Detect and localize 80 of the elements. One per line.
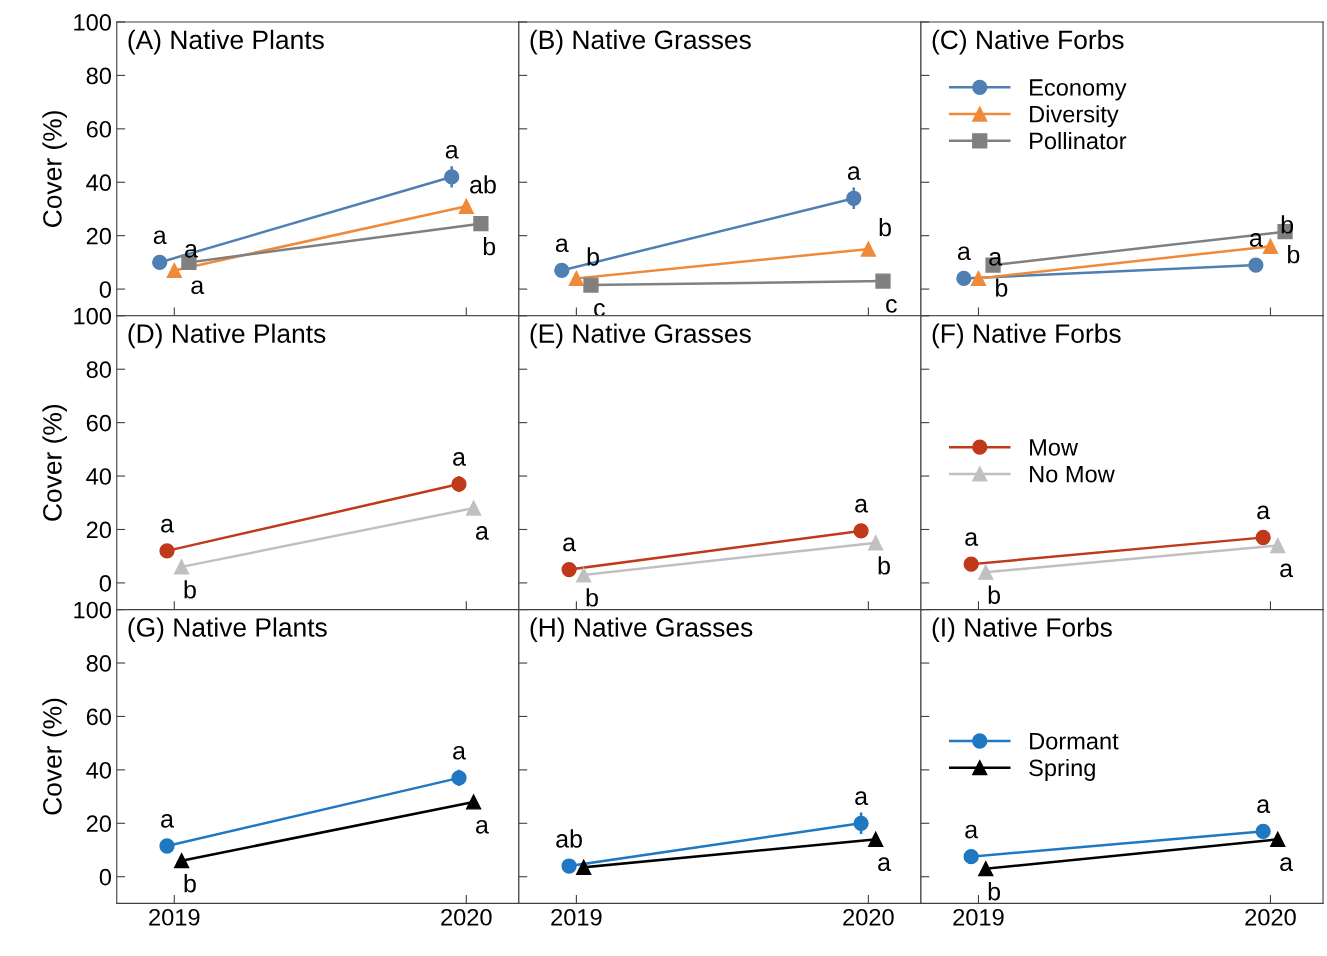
data-label: b — [587, 247, 599, 266]
chart-title: (F) Native Forbs — [932, 323, 1121, 349]
y-tick-label: 40 — [86, 468, 111, 485]
y-tick-label: 20 — [86, 227, 111, 245]
data-label: a — [153, 230, 167, 245]
legend-label: No Mow — [1030, 465, 1115, 483]
y-tick-label: 0 — [99, 281, 111, 298]
data-label: a — [191, 280, 205, 295]
y-tick-label: 80 — [86, 67, 111, 85]
y-tick-label: 80 — [86, 655, 111, 672]
data-label: b — [988, 882, 1000, 901]
data-label: a — [563, 537, 577, 552]
data-label: a — [957, 246, 971, 261]
y-tick-label: 60 — [86, 708, 111, 726]
data-label: a — [878, 857, 891, 872]
chart-title: (E) Native Grasses — [530, 323, 751, 349]
data-label: a — [1280, 857, 1294, 872]
data-label: b — [483, 237, 496, 256]
data-label: a — [453, 745, 466, 760]
legend-label: Economy — [1030, 79, 1127, 101]
data-label: ab — [470, 175, 496, 194]
y-tick-label: 60 — [86, 120, 111, 138]
y-tick-label: 0 — [99, 868, 111, 886]
chart-title: (I) Native Forbs — [932, 617, 1112, 642]
chart-title: (H) Native Grasses — [530, 617, 753, 642]
chart-title: (D) Native Plants — [128, 323, 326, 349]
chart-title: (B) Native Grasses — [530, 29, 751, 55]
legend-label: Pollinator — [1030, 131, 1127, 150]
x-tick-label: 2020 — [843, 908, 894, 926]
data-label: a — [453, 452, 466, 466]
data-label: a — [1249, 233, 1263, 247]
y-tick-label: 40 — [86, 174, 111, 192]
data-label: a — [555, 238, 569, 253]
data-label: a — [1257, 505, 1271, 520]
data-label: a — [1257, 799, 1271, 814]
y-axis-title: Cover (%) — [42, 111, 67, 227]
y-axis-title: Cover (%) — [42, 698, 67, 815]
y-tick-label: 40 — [86, 761, 111, 779]
data-label: a — [965, 824, 979, 839]
data-label: b — [1288, 245, 1300, 264]
y-tick-label: 20 — [86, 521, 111, 539]
legend-label: Diversity — [1030, 105, 1119, 128]
y-tick-label: 100 — [74, 307, 111, 325]
chart-title: (C) Native Forbs — [932, 29, 1124, 55]
data-label: b — [879, 217, 891, 237]
data-label: a — [1280, 563, 1294, 578]
data-label: a — [855, 791, 869, 805]
x-tick-label: 2019 — [551, 908, 602, 926]
data-label: a — [161, 518, 174, 533]
x-tick-label: 2019 — [149, 908, 200, 926]
chart-title: (G) Native Plants — [128, 617, 327, 642]
data-label: b — [996, 278, 1008, 297]
data-label: b — [586, 588, 598, 607]
y-tick-label: 60 — [86, 414, 111, 432]
data-label: b — [184, 874, 196, 893]
chart-title: (A) Native Plants — [128, 29, 324, 55]
y-axis-title: Cover (%) — [42, 404, 67, 521]
x-tick-label: 2019 — [953, 908, 1004, 926]
data-label: a — [476, 526, 489, 540]
data-label: ab — [556, 829, 582, 848]
data-label: a — [847, 166, 861, 180]
legend-label: Mow — [1030, 439, 1079, 456]
y-tick-label: 80 — [86, 361, 111, 379]
data-label: a — [476, 819, 489, 834]
data-label: a — [161, 814, 174, 828]
data-label: b — [878, 556, 890, 575]
data-label: a — [855, 498, 869, 513]
y-tick-label: 100 — [74, 601, 111, 619]
legend-label: Spring — [1029, 758, 1095, 781]
data-label: b — [988, 585, 1000, 604]
x-tick-label: 2020 — [1245, 908, 1296, 926]
legend-label: Dormant — [1030, 733, 1119, 750]
data-label: b — [184, 580, 196, 599]
x-tick-label: 2020 — [441, 908, 492, 926]
y-tick-label: 0 — [99, 574, 111, 592]
y-tick-label: 100 — [74, 14, 111, 31]
data-label: a — [445, 144, 459, 159]
data-label: c — [886, 299, 897, 313]
data-label: a — [965, 532, 979, 546]
y-tick-label: 20 — [86, 815, 111, 833]
